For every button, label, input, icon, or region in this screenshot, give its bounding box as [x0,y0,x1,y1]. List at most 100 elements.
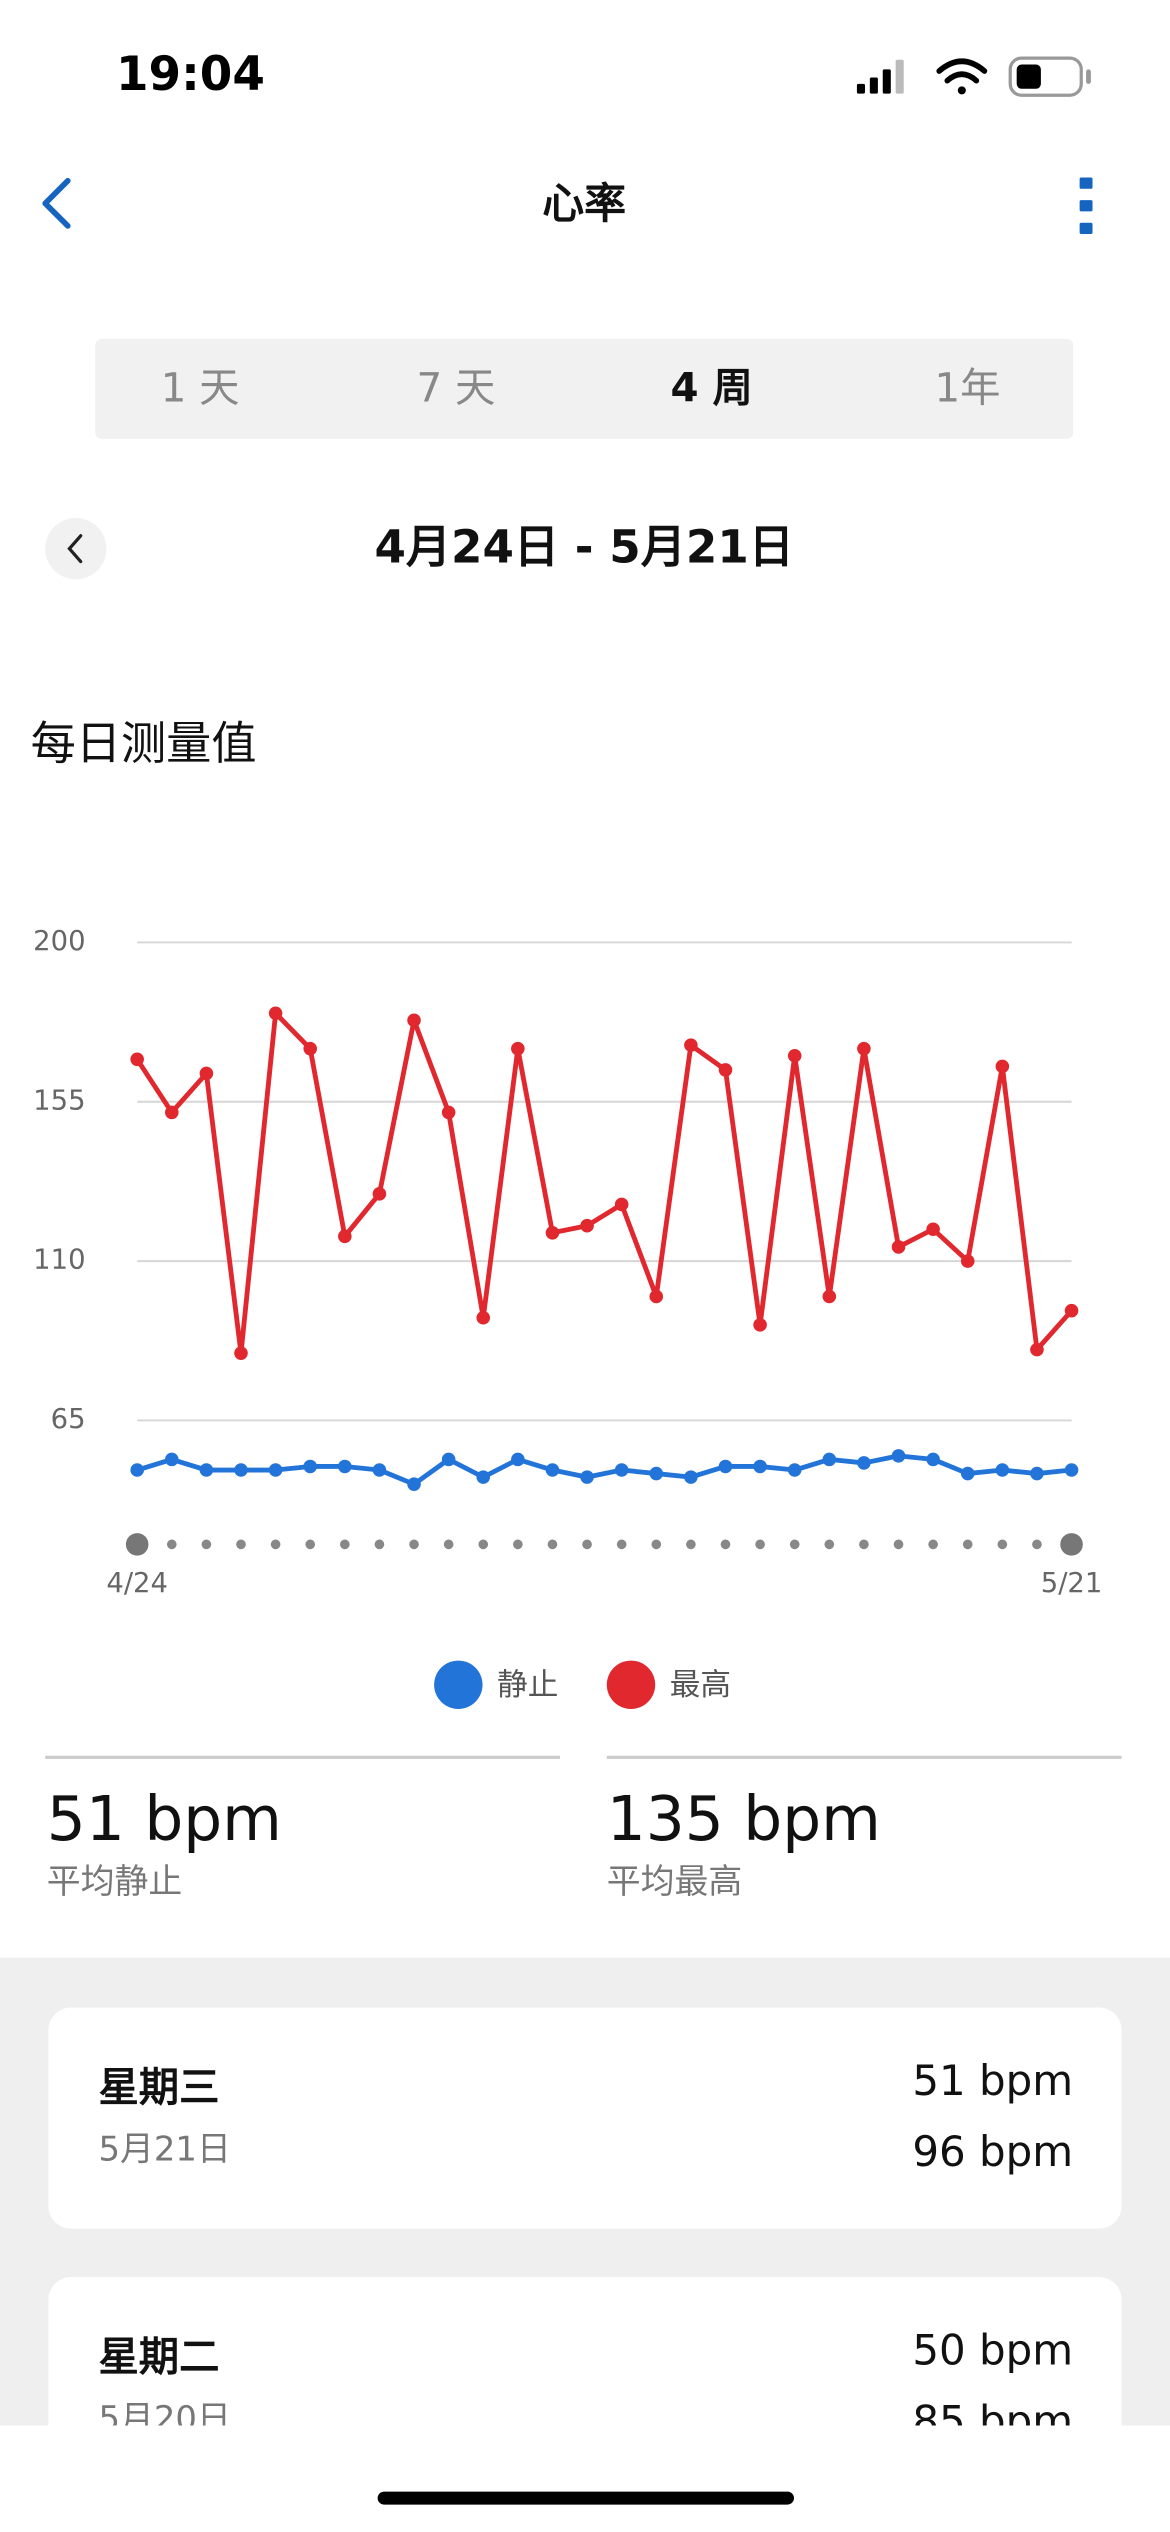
data-point [822,1452,837,1467]
data-point [891,1240,906,1254]
data-point [891,1449,906,1463]
x-axis-dot [582,1539,592,1550]
x-axis-dot [686,1539,696,1550]
tab[interactable]: 7 天 [416,365,495,412]
y-tick-label: 155 [33,1085,85,1116]
x-axis-dot [1032,1539,1042,1550]
data-point [926,1222,940,1237]
data-point [995,1059,1010,1074]
legend-swatch [606,1660,656,1709]
data-point [960,1466,975,1481]
summary-label: 平均最高 [607,1862,743,1901]
tab[interactable]: 1年 [934,365,1000,412]
bottom-bar [0,2425,1170,2532]
day-weekday: 星期三 [98,2064,219,2111]
x-axis-dot [443,1539,454,1550]
x-axis-dot [339,1539,350,1550]
day-weekday: 星期二 [98,2333,219,2380]
data-point [960,1254,975,1268]
prev-range-button[interactable] [45,518,107,580]
x-axis-dot [893,1539,904,1550]
data-point [130,1052,144,1067]
data-point [199,1463,214,1477]
day-resting: 51 bpm [912,2056,1073,2105]
data-point [614,1463,629,1477]
x-tick-label: 5/21 [1041,1568,1103,1599]
day-date: 5月21日 [98,2130,230,2169]
y-tick-label: 65 [51,1404,86,1435]
more-button[interactable] [1079,177,1093,234]
data-point [165,1105,179,1120]
data-point [407,1013,421,1028]
data-point [407,1477,421,1491]
data-point [926,1452,940,1467]
data-point [718,1063,733,1077]
x-axis-dot [547,1539,558,1550]
data-point [372,1463,387,1477]
data-point [649,1466,664,1481]
x-axis-dot [824,1539,835,1550]
data-point [1030,1466,1044,1481]
x-axis-dot [125,1533,149,1556]
x-axis-dot [478,1539,489,1550]
data-point [1064,1463,1079,1477]
series-line [135,1010,1074,1356]
series-line [136,1453,1072,1487]
x-tick-label: 4/24 [106,1568,168,1599]
tab[interactable]: 1 天 [161,365,240,412]
x-axis-dot [651,1539,662,1550]
legend-label: 最高 [670,1668,731,1703]
prev-range-icon [67,534,83,564]
data-point [580,1470,594,1484]
data-point [684,1470,698,1484]
date-range: 4月24日 - 5月21日 [374,520,793,573]
x-axis-dot [755,1539,765,1550]
legend: 静止 最高 [434,1660,731,1709]
battery-icon [1008,56,1091,97]
data-point [649,1289,664,1304]
data-point [372,1187,387,1201]
data-point [130,1463,144,1477]
page-title: 心率 [542,179,626,228]
data-point [338,1229,352,1244]
data-point [511,1041,525,1056]
x-axis-dot [997,1539,1008,1550]
tab-bar [95,338,1074,439]
x-axis-dot [859,1539,869,1550]
signal-icon [856,59,904,94]
data-point [234,1463,248,1477]
data-point [787,1463,802,1477]
x-axis-dot [166,1539,177,1550]
data-point [268,1463,283,1477]
data-point [787,1048,802,1063]
data-point [234,1346,248,1360]
data-point [857,1041,871,1056]
x-axis-dot [789,1539,800,1550]
data-point [684,1038,698,1052]
summary-label: 平均静止 [47,1862,183,1901]
x-axis-dot [962,1539,973,1550]
x-axis-dot [513,1539,523,1550]
data-point [614,1197,629,1212]
x-axis-dot [616,1539,627,1550]
data-point [1064,1303,1079,1318]
tab[interactable]: 4 周 [670,365,752,412]
data-point [441,1105,456,1120]
day-card[interactable] [48,2007,1122,2229]
data-point [476,1470,491,1484]
data-point [995,1463,1010,1477]
home-indicator [377,2491,794,2505]
summary-value: 51 bpm [47,1784,282,1855]
data-point [753,1459,767,1474]
clock: 19:04 [116,48,265,102]
chart-title: 每日测量值 [31,717,257,770]
wifi-icon [936,58,988,95]
data-point [1030,1342,1044,1357]
x-axis-dot [201,1539,212,1550]
y-tick-label: 200 [33,926,85,957]
back-button[interactable] [42,177,71,229]
x-axis-dot [928,1539,938,1550]
x-axis-dot [1060,1533,1083,1556]
